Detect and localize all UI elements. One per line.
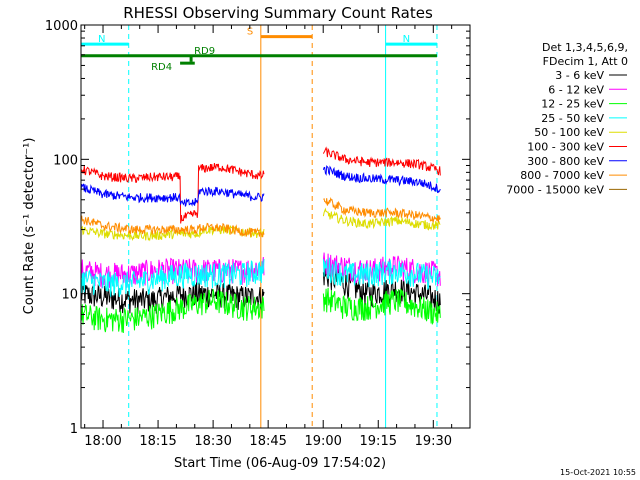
legend-header-2: FDecim 1, Att 0 xyxy=(543,55,628,68)
x-tick-label-18-45: 18:45 xyxy=(249,434,286,449)
series-line-12-25-kev-after-gap xyxy=(322,287,441,326)
x-axis: 18:00 18:15 18:30 18:45 19:00 19:15 19:30 xyxy=(84,25,453,449)
series-line-12-25-kev-before-gap xyxy=(81,289,265,334)
x-axis-label: Start Time (06-Aug-09 17:54:02) xyxy=(174,456,386,471)
legend-label-100-300-kev: 100 - 300 keV xyxy=(527,141,604,154)
annotation-label-s-2: S xyxy=(247,27,253,38)
y-tick-label-10: 10 xyxy=(61,288,78,303)
series-layer xyxy=(81,146,441,334)
x-tick-label-19-15: 19:15 xyxy=(360,434,397,449)
y-tick-label-100: 100 xyxy=(53,153,78,168)
legend-label-300-800-kev: 300 - 800 keV xyxy=(527,155,604,168)
legend-label-800-7000-kev: 800 - 7000 keV xyxy=(520,169,604,182)
legend-label-7000-15000-kev: 7000 - 15000 keV xyxy=(506,183,604,196)
legend: Det 1,3,4,5,6,9, FDecim 1, Att 0 3 - 6 k… xyxy=(506,41,628,196)
x-tick-label-19-00: 19:00 xyxy=(304,434,341,449)
plot-frame xyxy=(80,24,471,429)
y-tick-label-1: 1 xyxy=(70,422,78,437)
observing-markers xyxy=(81,25,438,428)
legend-label-6-12-kev: 6 - 12 keV xyxy=(548,83,604,96)
legend-label-3-6-kev: 3 - 6 keV xyxy=(555,69,604,82)
legend-label-12-25-kev: 12 - 25 keV xyxy=(541,98,604,111)
y-axis: 1 10 100 1000 xyxy=(45,19,470,437)
y-tick-label-1000: 1000 xyxy=(45,19,78,34)
y-axis-label: Count Rate (s⁻¹ detector⁻¹) xyxy=(22,138,37,315)
annotation-label-n-0: N xyxy=(98,34,105,45)
series-line-50-100-kev-after-gap xyxy=(322,207,441,231)
series-line-300-800-kev-after-gap xyxy=(322,165,441,194)
chart-title: RHESSI Observing Summary Count Rates xyxy=(123,4,433,22)
series-line-800-7000-kev-after-gap xyxy=(323,197,441,223)
annotation-layer: N N S RD4 RD9 xyxy=(81,27,437,73)
series-line-800-7000-kev-before-gap xyxy=(81,215,265,238)
x-tick-label-18-00: 18:00 xyxy=(84,434,121,449)
footer-date: 15-Oct-2021 10:55 xyxy=(560,468,636,477)
annotation-label-rd4-4: RD4 xyxy=(151,62,172,73)
series-line-3-6-kev-before-gap xyxy=(81,282,265,314)
series-line-300-800-kev-before-gap xyxy=(81,183,265,207)
series-line-25-50-kev-after-gap xyxy=(322,257,441,290)
x-tick-label-19-30: 19:30 xyxy=(415,434,452,449)
series-line-100-300-kev-before-gap xyxy=(81,163,265,224)
legend-label-50-100-kev: 50 - 100 keV xyxy=(534,126,604,139)
series-line-25-50-kev-before-gap xyxy=(81,258,265,298)
x-tick-label-18-30: 18:30 xyxy=(194,434,231,449)
annotation-label-n-1: N xyxy=(403,34,410,45)
annotation-label-rd9-5: RD9 xyxy=(194,46,215,57)
x-tick-label-18-15: 18:15 xyxy=(139,434,176,449)
legend-header-1: Det 1,3,4,5,6,9, xyxy=(542,41,628,54)
series-line-100-300-kev-after-gap xyxy=(322,146,441,176)
legend-label-25-50-kev: 25 - 50 keV xyxy=(541,112,604,125)
